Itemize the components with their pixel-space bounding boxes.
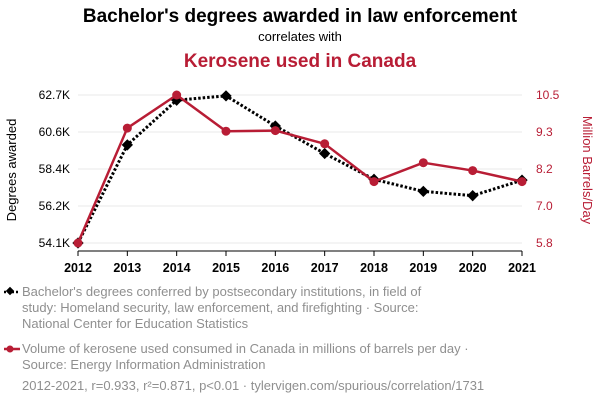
- x-tick-label: 2016: [261, 261, 289, 275]
- series-layer: [72, 90, 528, 249]
- x-tick-label: 2020: [459, 261, 487, 275]
- legend-text-degrees-2: study: Homeland security, law enforcemen…: [22, 300, 419, 315]
- x-tick-label: 2018: [360, 261, 388, 275]
- x-tick-label: 2013: [113, 261, 141, 275]
- legend-text-kerosene-1: Volume of kerosene used consumed in Cana…: [22, 341, 469, 356]
- data-point-degrees: [467, 190, 479, 202]
- x-tick-label: 2012: [64, 261, 92, 275]
- left-tick-label: 56.2K: [39, 199, 70, 213]
- x-tick-label: 2017: [311, 261, 339, 275]
- data-point-kerosene: [418, 158, 428, 168]
- legend-marker-degrees: [4, 286, 20, 296]
- series-line-degrees: [76, 94, 523, 244]
- data-point-kerosene: [221, 126, 231, 136]
- left-tick-label: 62.7K: [39, 88, 70, 102]
- data-point-kerosene: [172, 90, 182, 100]
- left-axis-label: Degrees awarded: [4, 119, 19, 222]
- left-tick-label: 60.6K: [39, 125, 70, 139]
- legend-text-kerosene-2: Source: Energy Information Administratio…: [22, 357, 266, 372]
- data-point-kerosene: [270, 126, 280, 136]
- right-tick-label: 9.3: [536, 125, 553, 139]
- right-tick-label: 5.8: [536, 236, 553, 250]
- data-point-kerosene: [468, 166, 478, 176]
- chart: Bachelor's degrees awarded in law enforc…: [4, 6, 595, 275]
- right-axis-label: Million Barrels/Day: [580, 116, 595, 225]
- left-tick-label: 54.1K: [39, 236, 70, 250]
- x-tick-label: 2015: [212, 261, 240, 275]
- data-point-degrees: [417, 185, 429, 198]
- legend-marker-kerosene: [4, 345, 20, 353]
- data-point-degrees: [121, 139, 133, 151]
- legend-text-degrees-3: National Center for Education Statistics: [22, 316, 249, 331]
- x-tick-label: 2014: [163, 261, 191, 275]
- footer-stats: 2012-2021, r=0.933, r²=0.871, p<0.01 · t…: [22, 378, 485, 393]
- data-point-kerosene: [73, 238, 83, 248]
- series-line-kerosene: [76, 93, 523, 244]
- legend-item-kerosene: Volume of kerosene used consumed in Cana…: [4, 341, 582, 373]
- gridlines: [78, 94, 522, 244]
- x-tick-label: 2021: [508, 261, 536, 275]
- chart-subtitle: correlates with: [258, 29, 342, 44]
- chart-title-secondary: Kerosene used in Canada: [184, 51, 417, 72]
- data-point-kerosene: [369, 177, 379, 187]
- x-tick-label: 2019: [409, 261, 437, 275]
- legend-text-degrees-1: Bachelor's degrees conferred by postseco…: [22, 284, 422, 299]
- legend-item-degrees: Bachelor's degrees conferred by postseco…: [4, 284, 582, 332]
- axes: 54.1K 56.2K 58.4K 60.6K 62.7K 5.8 7.0 8.2 9.3 10.…: [39, 88, 560, 275]
- chart-title: Bachelor's degrees awarded in law enforc…: [83, 6, 518, 27]
- data-point-kerosene: [122, 123, 132, 133]
- data-point-kerosene: [320, 139, 330, 149]
- right-tick-label: 10.5: [536, 88, 560, 102]
- data-point-degrees: [319, 147, 331, 160]
- right-tick-label: 7.0: [536, 199, 553, 213]
- left-tick-label: 58.4K: [39, 162, 70, 176]
- right-tick-label: 8.2: [536, 162, 553, 176]
- data-point-kerosene: [517, 177, 527, 187]
